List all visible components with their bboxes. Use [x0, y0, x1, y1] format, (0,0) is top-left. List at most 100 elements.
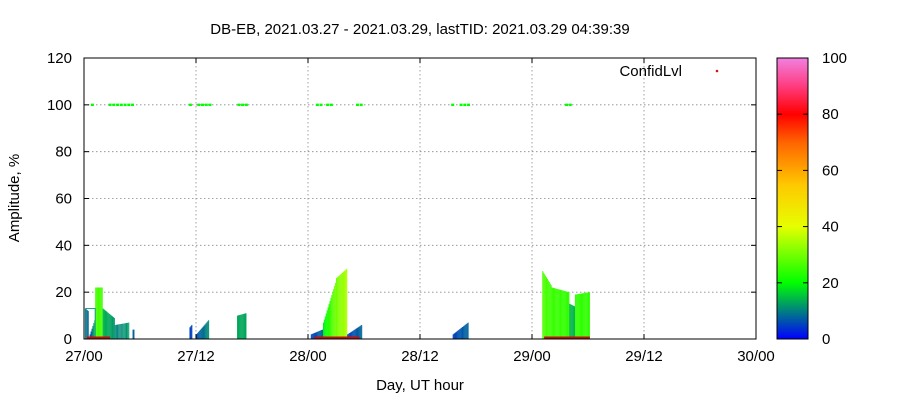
amplitude-bars: [84, 268, 590, 339]
amplitude-bar: [339, 274, 341, 339]
amplitude-bar: [462, 326, 463, 339]
y-tick-label: 120: [47, 50, 72, 67]
amplitude-bar: [117, 324, 119, 339]
amplitude-bar: [459, 329, 461, 339]
confidence-point: [451, 103, 455, 107]
amplitude-bar: [322, 322, 324, 339]
amplitude-bar: [361, 324, 363, 339]
amplitude-bar: [200, 328, 202, 339]
y-tick-label: 100: [47, 97, 72, 114]
amplitude-bar: [547, 280, 549, 339]
amplitude-bar: [124, 323, 126, 339]
amplitude-bar: [102, 308, 104, 339]
colorbar-tick-label: 0: [822, 331, 830, 348]
amplitude-bar: [243, 313, 245, 339]
amplitude-bar: [113, 317, 115, 339]
amplitude-bar: [311, 333, 313, 339]
amplitude-bar: [201, 327, 203, 339]
colorbar-tick-label: 20: [822, 275, 839, 292]
amplitude-bar: [109, 314, 111, 339]
amplitude-bar: [558, 289, 560, 339]
legend: ConfidLvl: [619, 63, 719, 80]
amplitude-bar: [100, 287, 102, 339]
baseline-mark: [86, 336, 111, 339]
colorbar-gradient: [776, 57, 809, 340]
confidence-point: [568, 103, 572, 107]
amplitude-bar: [107, 312, 109, 339]
x-axis-label: Day, UT hour: [376, 377, 464, 394]
plot-area: 27/00 27/12 28/00 28/12 29/00 29/12 30/00 0 20 4…: [47, 50, 775, 365]
amplitude-bar: [324, 316, 326, 339]
confidence-point: [244, 103, 248, 107]
amplitude-bar: [583, 293, 585, 339]
amplitude-bar: [330, 298, 332, 339]
amplitude-bar: [345, 269, 347, 339]
x-tick-label: 29/00: [513, 348, 551, 365]
amplitude-bar: [121, 323, 123, 339]
amplitude-bar: [335, 282, 337, 339]
amplitude-bar: [351, 331, 353, 339]
amplitude-bar: [565, 291, 567, 339]
amplitude-bar: [465, 324, 467, 339]
amplitude-bar: [108, 313, 110, 339]
amplitude-bar: [132, 329, 134, 339]
amplitude-bar: [570, 304, 572, 339]
amplitude-bar: [555, 288, 557, 339]
y-axis-label: Amplitude, %: [6, 154, 23, 242]
baseline-mark: [544, 336, 590, 339]
amplitude-bar: [115, 324, 117, 339]
amplitude-bar: [588, 292, 590, 339]
confidence-point: [459, 103, 463, 107]
confidence-point: [131, 103, 135, 107]
amplitude-bar: [577, 294, 579, 339]
confidence-point: [127, 103, 131, 107]
grid-lines: [84, 58, 756, 339]
amplitude-bar: [569, 303, 571, 339]
amplitude-bar: [587, 292, 589, 339]
amplitude-bar: [313, 333, 315, 339]
amplitude-bar: [328, 304, 330, 339]
y-axis-ticks: 0 20 40 60 80 100 120: [47, 50, 756, 348]
amplitude-bar: [350, 332, 351, 339]
colorbar-tick-label: 60: [822, 162, 839, 179]
amplitude-bar: [331, 295, 333, 339]
amplitude-bar: [561, 290, 563, 339]
amplitude-bar: [342, 272, 344, 339]
confidence-point: [241, 103, 245, 107]
amplitude-bar: [322, 329, 323, 339]
amplitude-bar: [546, 278, 548, 339]
amplitude-bar: [556, 288, 558, 339]
amplitude-bar: [99, 287, 101, 339]
amplitude-bar: [566, 291, 568, 339]
confidence-point: [201, 103, 205, 107]
amplitude-bar: [464, 324, 466, 339]
confidence-point: [119, 103, 123, 107]
amplitude-bar: [327, 307, 329, 339]
amplitude-bar: [204, 324, 206, 339]
amplitude-bar: [357, 327, 359, 339]
amplitude-bar: [87, 310, 89, 339]
confidence-point: [108, 103, 112, 107]
amplitude-bar: [127, 322, 129, 339]
amplitude-bar: [310, 334, 312, 339]
amplitude-bar: [122, 323, 124, 339]
confidence-point: [329, 103, 333, 107]
amplitude-bar: [350, 331, 352, 339]
confidence-point: [355, 103, 359, 107]
amplitude-bar: [104, 310, 106, 339]
amplitude-bar: [572, 305, 574, 339]
confidence-point: [326, 103, 330, 107]
amplitude-bar: [317, 331, 319, 339]
amplitude-bar: [574, 306, 575, 339]
confidence-point: [197, 103, 201, 107]
amplitude-bar: [341, 273, 343, 339]
amplitude-bar: [241, 314, 243, 339]
amplitude-bar: [344, 270, 346, 339]
amplitude-bar: [114, 324, 116, 339]
amplitude-bar: [205, 323, 207, 339]
amplitude-bar: [240, 314, 242, 339]
amplitude-bar: [455, 332, 457, 339]
amplitude-bar: [318, 331, 320, 339]
confidence-point: [565, 103, 569, 107]
amplitude-bar: [105, 310, 107, 339]
